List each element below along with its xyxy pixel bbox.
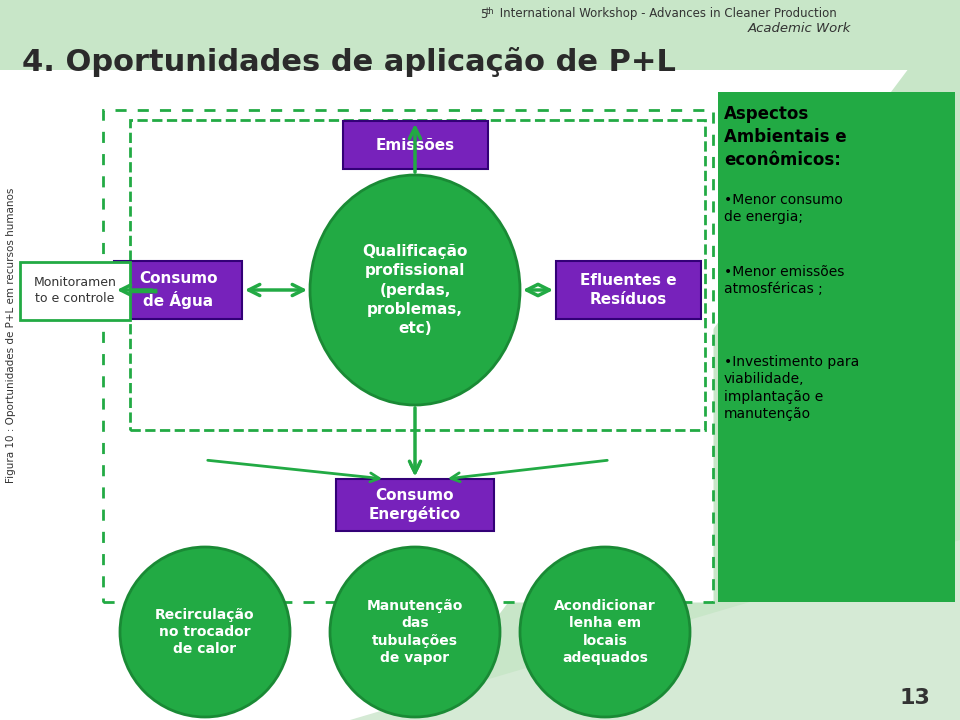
Text: Efluentes e
Resíduos: Efluentes e Resíduos — [580, 273, 676, 307]
Polygon shape — [420, 0, 960, 720]
Text: Consumo
Energético: Consumo Energético — [369, 487, 461, 523]
Text: Academic Work: Academic Work — [748, 22, 852, 35]
Circle shape — [330, 547, 500, 717]
Text: •Menor consumo
de energia;: •Menor consumo de energia; — [724, 193, 843, 225]
Bar — [0, 0, 960, 70]
Text: Qualificação
profissional
(perdas,
problemas,
etc): Qualificação profissional (perdas, probl… — [362, 244, 468, 336]
Text: International Workshop - Advances in Cleaner Production: International Workshop - Advances in Cle… — [496, 7, 837, 20]
Ellipse shape — [310, 175, 520, 405]
Text: Monitoramen
to e controle: Monitoramen to e controle — [34, 276, 116, 305]
Bar — [556, 261, 701, 319]
Bar — [130, 120, 705, 430]
Bar — [114, 261, 242, 319]
Bar — [343, 121, 488, 169]
Bar — [103, 110, 713, 602]
Bar — [20, 262, 130, 320]
Circle shape — [120, 547, 290, 717]
Text: Consumo
de Água: Consumo de Água — [139, 271, 217, 309]
Circle shape — [520, 547, 690, 717]
Text: th: th — [486, 6, 494, 16]
Text: 4. Oportunidades de aplicação de P+L: 4. Oportunidades de aplicação de P+L — [22, 47, 676, 77]
Text: •Investimento para
viabilidade,
implantação e
manutenção: •Investimento para viabilidade, implanta… — [724, 355, 859, 421]
Text: 5: 5 — [480, 7, 488, 20]
Text: Aspectos
Ambientais e
econômicos:: Aspectos Ambientais e econômicos: — [724, 105, 847, 168]
Text: Manutenção
das
tubulações
de vapor: Manutenção das tubulações de vapor — [367, 599, 463, 665]
Text: Emissões: Emissões — [375, 138, 455, 153]
Text: Acondicionar
lenha em
locais
adequados: Acondicionar lenha em locais adequados — [554, 599, 656, 665]
Text: •Menor emissões
atmosféricas ;: •Menor emissões atmosféricas ; — [724, 265, 845, 297]
Text: Recirculação
no trocador
de calor: Recirculação no trocador de calor — [156, 608, 254, 657]
Text: Figura 10 : Oportunidades de P+L em recursos humanos: Figura 10 : Oportunidades de P+L em recu… — [6, 187, 16, 482]
Bar — [336, 479, 494, 531]
Polygon shape — [350, 540, 960, 720]
Bar — [718, 92, 955, 602]
Text: 13: 13 — [900, 688, 930, 708]
